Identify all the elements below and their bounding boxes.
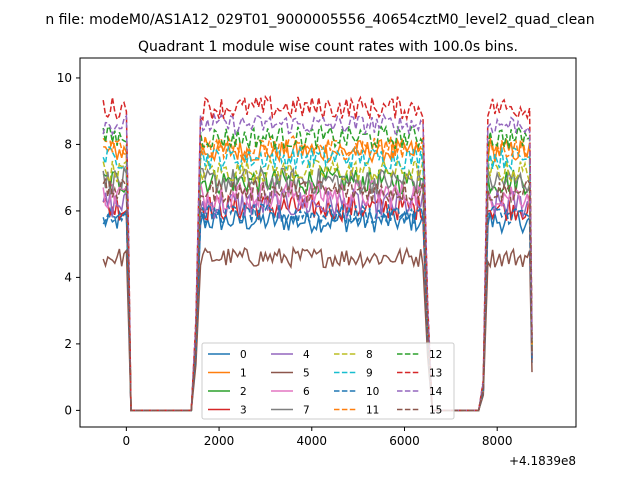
- legend-label-2: 2: [240, 386, 247, 398]
- axes-frame: [79, 57, 577, 428]
- series-line-15: [102, 177, 533, 412]
- legend-label-11: 11: [366, 405, 379, 417]
- chart-title: Quadrant 1 module wise count rates with …: [138, 39, 518, 55]
- legend-label-14: 14: [429, 386, 443, 398]
- legend-label-1: 1: [240, 368, 247, 380]
- plot-lines: [102, 94, 533, 412]
- x-tick-label: 2000: [204, 434, 235, 448]
- legend-label-9: 9: [366, 368, 373, 380]
- x-axis-ticks: 0 2000 4000 6000 8000: [123, 427, 513, 448]
- legend-label-8: 8: [366, 349, 373, 361]
- figure-suptitle: n file: modeM0/AS1A12_029T01_9000005556_…: [45, 12, 594, 28]
- y-tick-label: 8: [64, 137, 72, 151]
- y-axis-ticks: 0 2 4 6 8 10: [57, 71, 80, 417]
- legend-label-3: 3: [240, 405, 247, 417]
- x-axis-offset-label: +4.1839e8: [509, 454, 576, 468]
- y-tick-label: 0: [64, 403, 72, 417]
- legend-label-0: 0: [240, 349, 247, 361]
- legend-label-6: 6: [303, 386, 310, 398]
- legend-label-5: 5: [303, 368, 310, 380]
- legend-label-15: 15: [429, 405, 442, 417]
- x-tick-label: 6000: [389, 434, 420, 448]
- legend-label-7: 7: [303, 405, 310, 417]
- legend-box: [201, 342, 455, 420]
- y-tick-label: 10: [57, 71, 72, 85]
- x-tick-label: 4000: [297, 434, 328, 448]
- y-tick-label: 6: [64, 204, 72, 218]
- legend-label-4: 4: [303, 349, 310, 361]
- x-tick-label: 0: [123, 434, 131, 448]
- y-tick-label: 4: [64, 270, 72, 284]
- legend-label-12: 12: [429, 349, 442, 361]
- y-tick-label: 2: [64, 337, 72, 351]
- legend-label-10: 10: [366, 386, 379, 398]
- x-tick-label: 8000: [482, 434, 513, 448]
- legend-label-13: 13: [429, 368, 442, 380]
